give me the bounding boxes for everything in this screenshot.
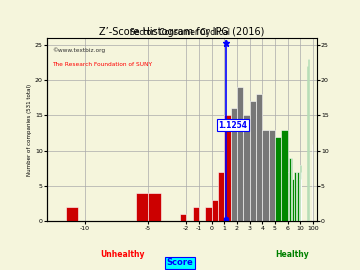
- Bar: [299, 179, 300, 221]
- Bar: [289, 158, 291, 221]
- Bar: [224, 116, 231, 221]
- Bar: [297, 172, 299, 221]
- Title: Z’-Score Histogram for IPG (2016): Z’-Score Histogram for IPG (2016): [99, 27, 265, 37]
- Bar: [180, 214, 186, 221]
- Bar: [135, 193, 148, 221]
- Bar: [275, 137, 281, 221]
- Bar: [269, 130, 275, 221]
- Bar: [249, 101, 256, 221]
- Text: 1.1254: 1.1254: [219, 121, 248, 130]
- Bar: [148, 193, 161, 221]
- Bar: [231, 109, 237, 221]
- Bar: [256, 94, 262, 221]
- Bar: [294, 172, 296, 221]
- Bar: [296, 179, 297, 221]
- Text: Unhealthy: Unhealthy: [100, 250, 145, 259]
- Bar: [212, 200, 218, 221]
- Bar: [292, 179, 294, 221]
- Bar: [66, 207, 78, 221]
- Text: The Research Foundation of SUNY: The Research Foundation of SUNY: [52, 62, 152, 67]
- Bar: [307, 66, 308, 221]
- Bar: [308, 59, 309, 221]
- Text: Sector: Consumer Cyclical: Sector: Consumer Cyclical: [130, 28, 230, 37]
- Bar: [291, 158, 292, 221]
- Bar: [243, 116, 249, 221]
- Bar: [262, 130, 269, 221]
- Bar: [281, 130, 288, 221]
- Y-axis label: Number of companies (531 total): Number of companies (531 total): [27, 83, 32, 176]
- Bar: [205, 207, 212, 221]
- Text: ©www.textbiz.org: ©www.textbiz.org: [52, 47, 105, 53]
- Text: Healthy: Healthy: [275, 250, 309, 259]
- Bar: [288, 172, 289, 221]
- Bar: [193, 207, 199, 221]
- Bar: [237, 87, 243, 221]
- Text: Score: Score: [167, 258, 193, 267]
- Bar: [218, 172, 224, 221]
